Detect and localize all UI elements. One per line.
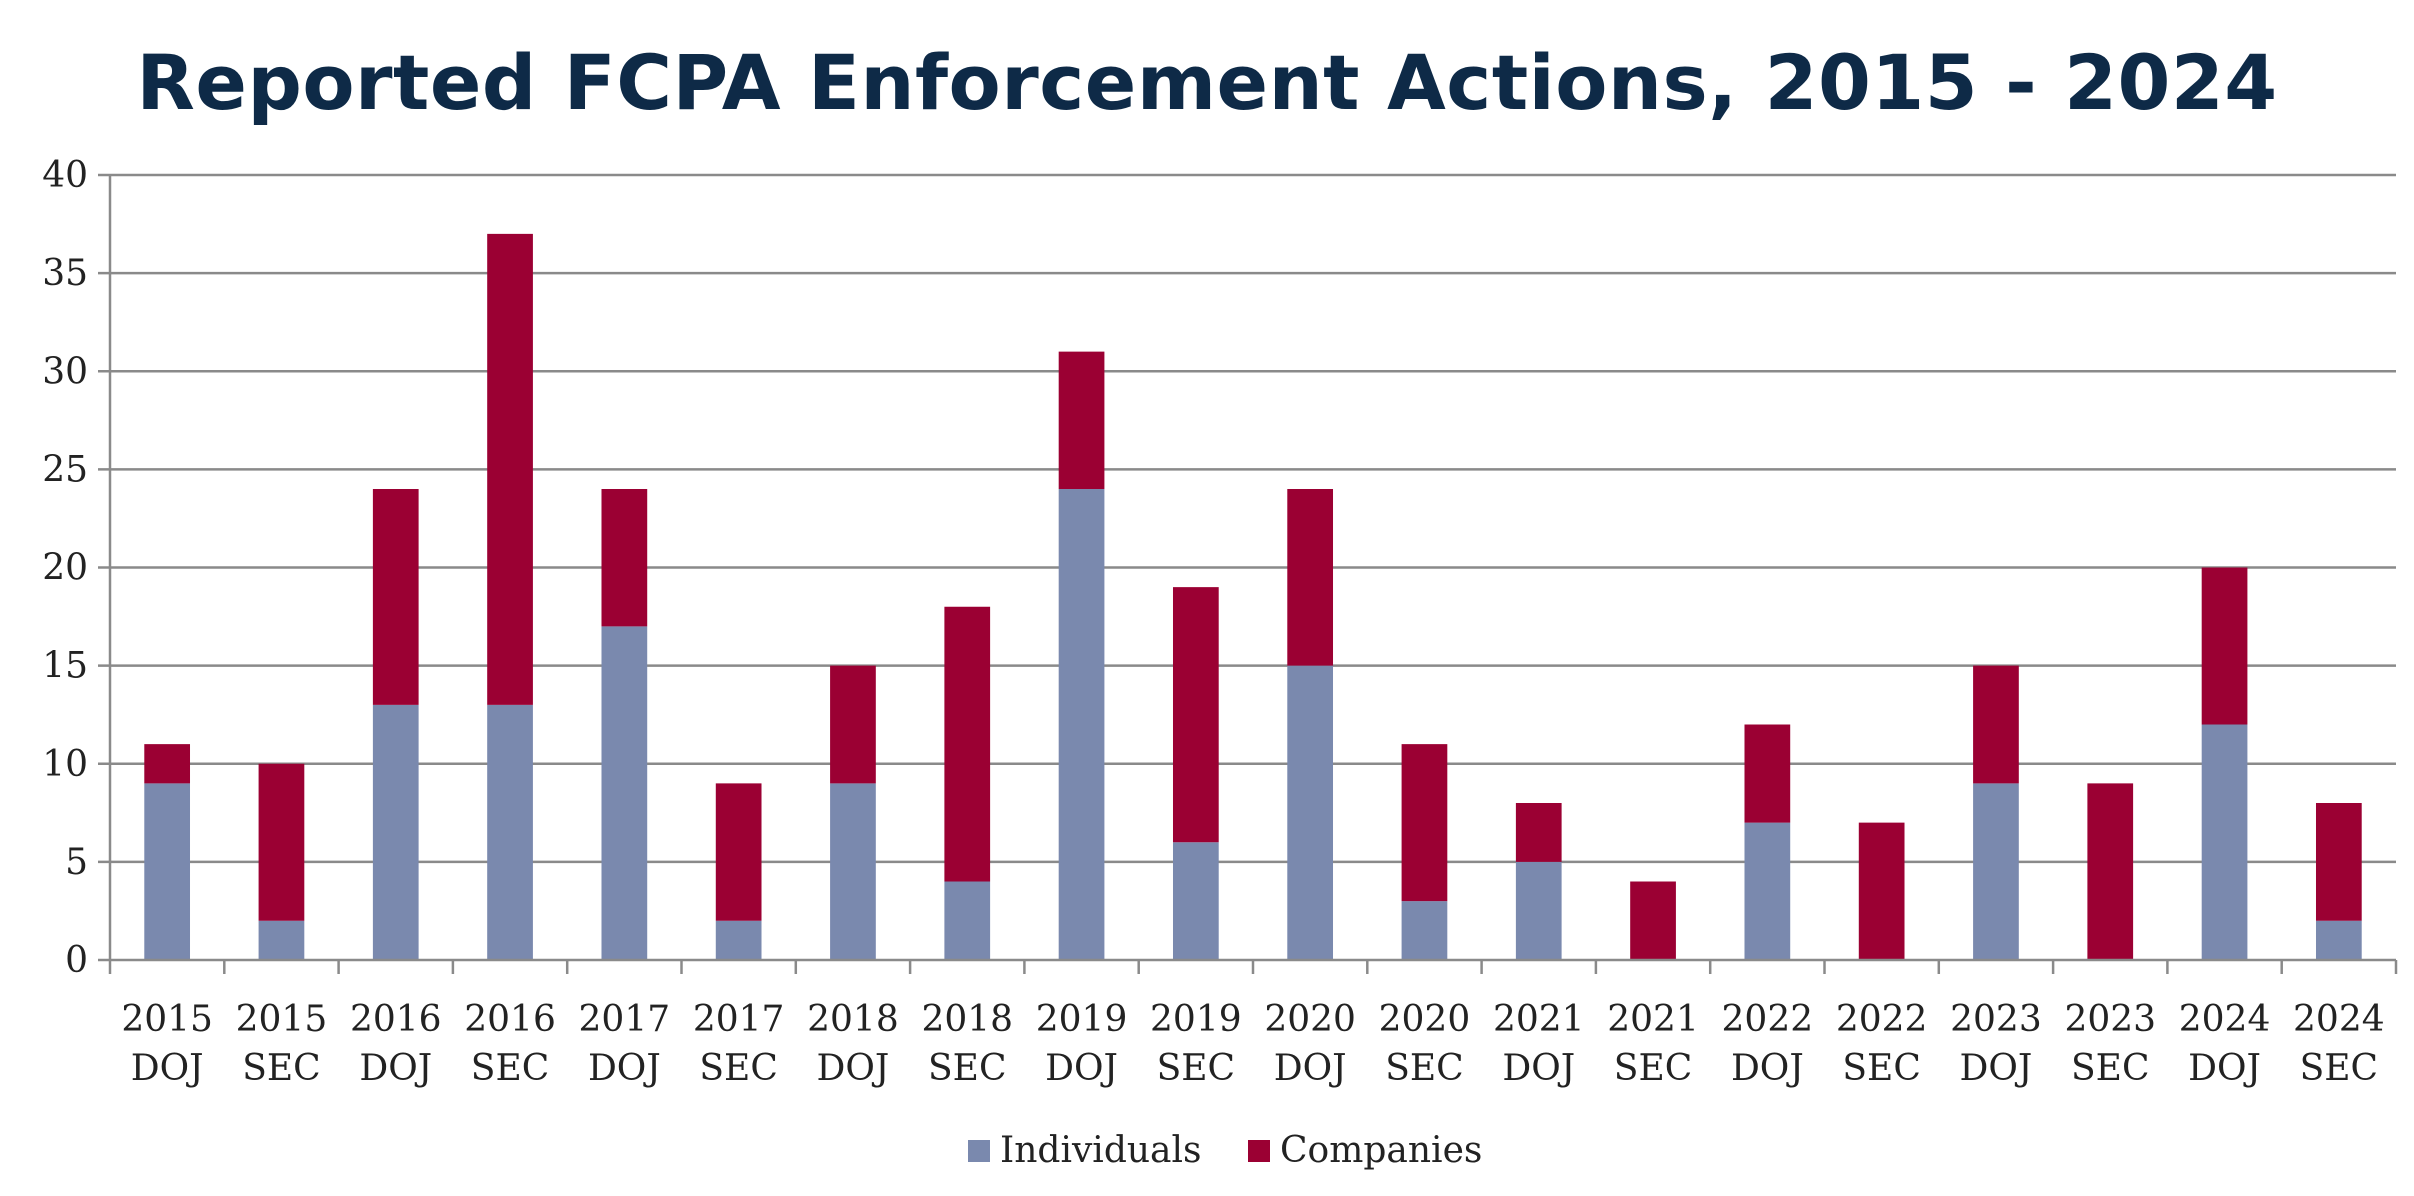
x-tick-label: 2024 SEC: [2293, 999, 2385, 1089]
bar-individuals: [2201, 724, 2248, 960]
x-tick-label: 2019 SEC: [1150, 999, 1242, 1089]
bar-companies: [830, 665, 876, 784]
x-tick-label: 2023 DOJ: [1950, 999, 2042, 1089]
bar-individuals: [258, 920, 305, 960]
x-tick-label: 2020 SEC: [1379, 999, 1471, 1089]
bar-companies: [1744, 724, 1791, 823]
x-tick-label: 2023 SEC: [2064, 999, 2156, 1089]
x-tick-label: 2015 SEC: [236, 999, 328, 1089]
bars: [144, 233, 2362, 960]
legend-swatch: [968, 1140, 990, 1162]
legend: Individuals Companies: [968, 1130, 1482, 1171]
bar-individuals: [2315, 920, 2362, 960]
x-tick-label: 2017 DOJ: [579, 999, 671, 1089]
y-tick-label: 25: [42, 449, 88, 490]
y-tick-label: 40: [42, 155, 88, 196]
bar-companies: [487, 233, 533, 705]
axes: [98, 173, 2398, 974]
bar-companies: [601, 489, 648, 627]
bar-companies: [2087, 783, 2134, 960]
bar-individuals: [601, 626, 648, 960]
x-tick-label: 2021 DOJ: [1493, 999, 1585, 1089]
bar-individuals: [1058, 489, 1105, 960]
x-tick-label: 2024 DOJ: [2179, 999, 2271, 1089]
gridlines: [110, 173, 2396, 864]
x-tick-label: 2018 SEC: [921, 999, 1013, 1089]
y-tick-labels: 0 5 10 15 20 25 30 35 40: [42, 155, 88, 981]
bar-individuals: [830, 783, 876, 960]
bar-individuals: [144, 783, 191, 960]
y-tick-label: 20: [42, 548, 88, 589]
bar-companies: [2315, 803, 2362, 921]
bar-individuals: [1744, 822, 1791, 960]
bar-companies: [144, 744, 191, 784]
x-tick-label: 2018 DOJ: [807, 999, 899, 1089]
bar-companies: [715, 783, 762, 921]
chart-title: Reported FCPA Enforcement Actions, 2015 …: [136, 38, 2278, 127]
bar-companies: [2201, 567, 2248, 725]
y-tick-label: 35: [42, 253, 88, 294]
x-tick-label: 2022 DOJ: [1722, 999, 1814, 1089]
x-tick-label: 2019 DOJ: [1036, 999, 1128, 1089]
legend-label: Individuals: [1000, 1130, 1202, 1171]
bar-individuals: [944, 881, 991, 960]
bar-companies: [258, 763, 305, 921]
y-tick-label: 15: [42, 646, 88, 687]
legend-item-companies: Companies: [1248, 1130, 1482, 1171]
x-tick-label: 2016 DOJ: [350, 999, 442, 1089]
x-tick-label: 2020 DOJ: [1264, 999, 1356, 1089]
x-tick-label: 2017 SEC: [693, 999, 785, 1089]
bar-companies: [1515, 803, 1562, 862]
bar-individuals: [487, 704, 533, 960]
bar-companies: [1858, 822, 1905, 960]
bar-companies: [1172, 587, 1219, 843]
bar-individuals: [715, 920, 762, 960]
bar-companies: [944, 606, 991, 882]
legend-item-individuals: Individuals: [968, 1130, 1202, 1171]
x-tick-label: 2022 SEC: [1836, 999, 1928, 1089]
bar-companies: [1058, 351, 1105, 489]
bar-individuals: [1172, 842, 1219, 960]
x-tick-label: 2015 DOJ: [121, 999, 213, 1089]
bar-companies: [1287, 489, 1334, 666]
y-tick-label: 5: [65, 842, 88, 883]
y-tick-label: 30: [42, 351, 88, 392]
legend-label: Companies: [1280, 1130, 1482, 1171]
bar-individuals: [372, 704, 419, 960]
bar-individuals: [1401, 901, 1448, 960]
legend-swatch: [1248, 1140, 1270, 1162]
bar-companies: [1401, 744, 1448, 902]
bar-individuals: [1515, 861, 1562, 960]
bar-individuals: [1287, 665, 1334, 960]
bar-companies: [1630, 881, 1676, 960]
x-tick-label: 2021 SEC: [1607, 999, 1699, 1089]
y-tick-label: 0: [65, 940, 88, 981]
x-tick-label: 2016 SEC: [464, 999, 556, 1089]
bar-companies: [372, 489, 419, 705]
y-tick-label: 10: [42, 744, 88, 785]
bar-individuals: [1973, 783, 2019, 960]
bar-companies: [1973, 665, 2019, 784]
